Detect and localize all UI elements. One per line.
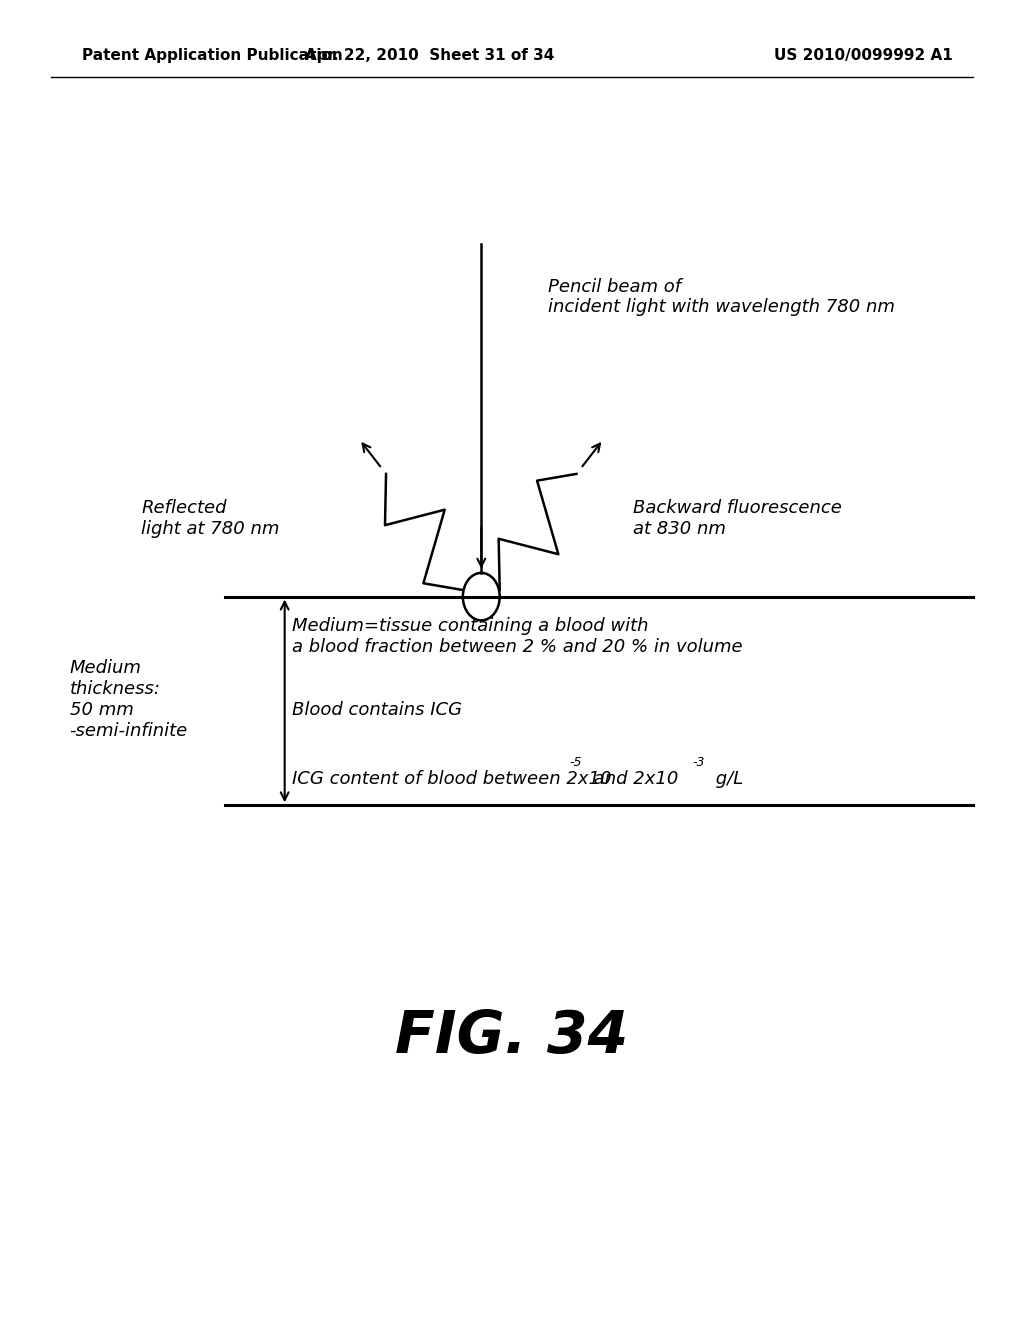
Text: Blood contains ICG: Blood contains ICG xyxy=(292,701,462,719)
Text: ICG content of blood between 2x10: ICG content of blood between 2x10 xyxy=(292,770,611,788)
Text: -3: -3 xyxy=(692,755,705,768)
Text: Patent Application Publication: Patent Application Publication xyxy=(82,48,343,63)
Text: Medium
thickness:
50 mm
-semi-infinite: Medium thickness: 50 mm -semi-infinite xyxy=(70,660,187,739)
Text: Apr. 22, 2010  Sheet 31 of 34: Apr. 22, 2010 Sheet 31 of 34 xyxy=(305,48,555,63)
Text: Reflected
light at 780 nm: Reflected light at 780 nm xyxy=(141,499,280,539)
Text: Medium=tissue containing a blood with
a blood fraction between 2 % and 20 % in v: Medium=tissue containing a blood with a … xyxy=(292,616,742,656)
Text: US 2010/0099992 A1: US 2010/0099992 A1 xyxy=(773,48,952,63)
Text: g/L: g/L xyxy=(710,770,742,788)
Text: Backward fluorescence
at 830 nm: Backward fluorescence at 830 nm xyxy=(633,499,842,539)
Text: Pencil beam of
incident light with wavelength 780 nm: Pencil beam of incident light with wavel… xyxy=(548,277,895,317)
Text: FIG. 34: FIG. 34 xyxy=(395,1007,629,1065)
Text: -5: -5 xyxy=(569,755,582,768)
Text: and 2x10: and 2x10 xyxy=(588,770,678,788)
